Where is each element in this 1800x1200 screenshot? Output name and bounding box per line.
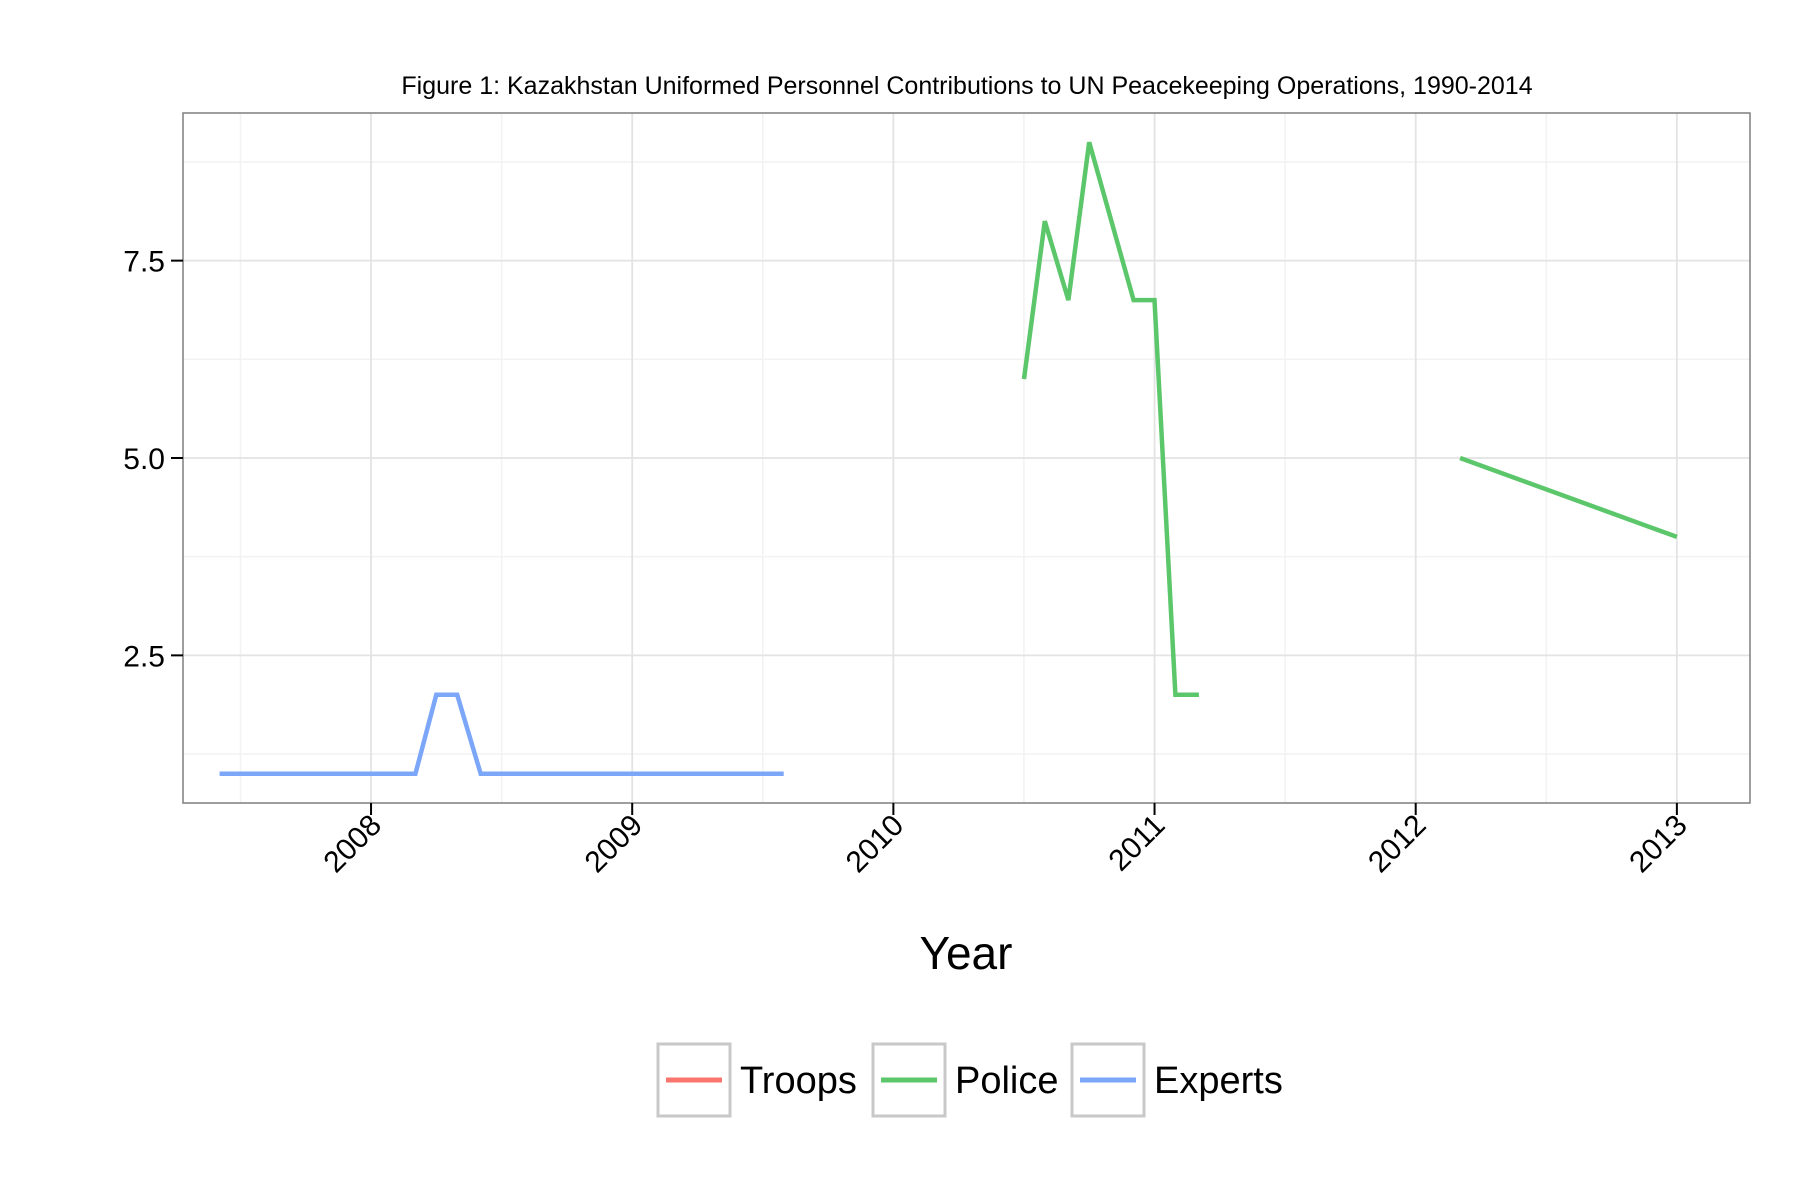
series-line-police xyxy=(1459,455,1678,540)
chart-title: Figure 1: Kazakhstan Uniformed Personnel… xyxy=(401,72,1532,100)
legend-label-experts: Experts xyxy=(1154,1060,1283,1102)
legend-label-police: Police xyxy=(955,1060,1059,1102)
y-tick-label: 5.0 xyxy=(123,443,165,476)
series-layer xyxy=(219,141,1678,777)
legend-label-troops: Troops xyxy=(740,1060,857,1102)
legend: Troops Police Experts xyxy=(656,1042,1283,1118)
y-tick-label: 2.5 xyxy=(123,640,165,673)
grid-minor xyxy=(183,113,1750,803)
series-line-police xyxy=(1021,141,1199,698)
y-axis: 2.5 5.0 7.5 xyxy=(123,246,183,673)
grid-major xyxy=(183,113,1750,803)
x-axis-title: Year xyxy=(920,927,1013,979)
series-line-experts xyxy=(219,692,784,777)
y-tick-label: 7.5 xyxy=(123,246,165,279)
